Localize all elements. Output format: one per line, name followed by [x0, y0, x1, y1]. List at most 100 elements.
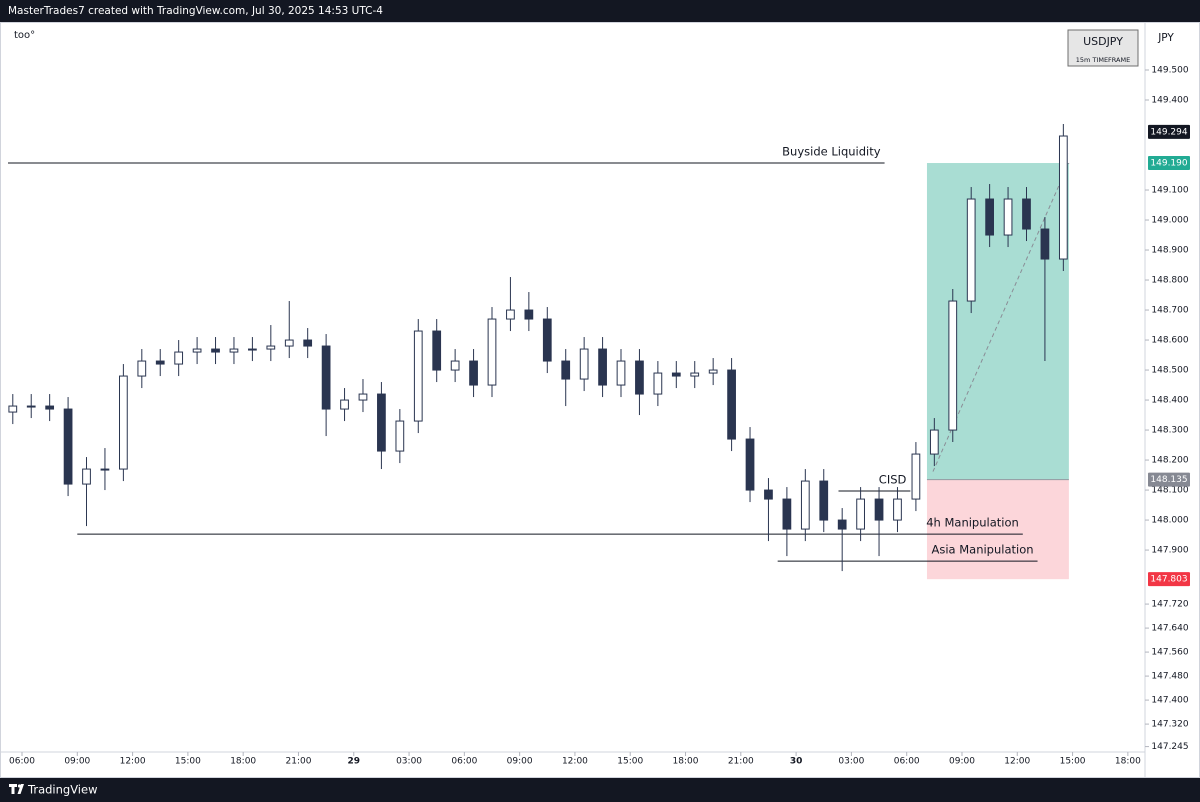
candle-body — [413, 330, 423, 422]
y-tick-label: 148.600 — [1151, 336, 1188, 346]
annotation-label: 4h Manipulation — [926, 516, 1019, 530]
y-tick-label: 147.640 — [1151, 624, 1188, 634]
candle-body — [137, 360, 147, 377]
plot-layer: 149.500 149.400 149.100 149.000 148.900 148.8… — [8, 66, 1190, 767]
candle-body — [100, 468, 110, 471]
x-tick-label: 30 — [790, 757, 803, 767]
stop-tag-bg — [1148, 572, 1190, 587]
candle-body — [8, 405, 18, 413]
x-tick-label: 15:00 — [1060, 757, 1086, 767]
candle-body — [248, 348, 257, 351]
annotation-label: Asia Manipulation — [931, 543, 1033, 557]
currency: JPY — [1157, 32, 1174, 44]
candle-body — [321, 345, 331, 410]
brand: TradingView — [27, 783, 97, 797]
x-tick-label: 12:00 — [562, 757, 588, 767]
y-tick-label: 148.700 — [1151, 306, 1188, 316]
candle-body — [284, 339, 294, 347]
y-tick-label: 148.200 — [1151, 456, 1188, 466]
x-tick-label: 03:00 — [396, 757, 422, 767]
candle-body — [155, 360, 165, 365]
candle-body — [432, 330, 442, 371]
entry-tag-bg — [1148, 472, 1190, 487]
candle-body — [542, 318, 552, 362]
stop-tag: 147.803 — [1150, 575, 1187, 585]
target-tag: 149.190 — [1150, 159, 1187, 169]
symbol-box — [1067, 29, 1139, 67]
candle-body — [893, 498, 902, 521]
candle-body — [469, 360, 478, 386]
header-bar — [0, 0, 1200, 22]
candle-body — [985, 198, 994, 236]
x-tick-label: 06:00 — [894, 757, 920, 767]
last-price-tag-bg — [1148, 124, 1190, 139]
x-tick-label: 12:00 — [1004, 757, 1030, 767]
x-tick-label: 09:00 — [64, 757, 90, 767]
entry-tag: 148.135 — [1150, 475, 1187, 485]
candle-body — [192, 348, 202, 353]
y-tick-label: 147.720 — [1151, 600, 1188, 610]
y-tick-label: 148.000 — [1151, 516, 1188, 526]
candle-body — [911, 453, 921, 500]
symbol: USDJPY — [1083, 35, 1123, 48]
x-tick-label: 15:00 — [617, 757, 643, 767]
y-tick-label: 149.500 — [1151, 66, 1188, 76]
last-price-tag: 149.294 — [1150, 127, 1187, 137]
candle-body — [727, 369, 736, 440]
candle-body — [671, 372, 681, 377]
candle-body — [487, 318, 497, 386]
x-tick-label: 15:00 — [175, 757, 201, 767]
y-tick-label: 147.320 — [1151, 720, 1188, 730]
x-tick-label: 09:00 — [949, 757, 975, 767]
candle-body — [450, 360, 460, 371]
brand-logo — [9, 784, 24, 794]
profit-zone — [926, 163, 1069, 480]
annotation-label: CISD — [879, 472, 907, 486]
y-tick-label: 148.800 — [1151, 276, 1188, 286]
y-tick-label: 148.100 — [1151, 486, 1188, 496]
candle-body — [63, 408, 73, 485]
y-tick-label: 147.560 — [1151, 648, 1188, 658]
candle-body — [1058, 135, 1068, 260]
candle-body — [340, 399, 349, 410]
candle-body — [506, 309, 515, 320]
y-tick-label: 147.245 — [1151, 742, 1188, 752]
candle-body — [1040, 228, 1050, 260]
x-tick-label: 29 — [347, 757, 360, 767]
y-tick-label: 147.400 — [1151, 696, 1188, 706]
candle-body — [745, 438, 755, 491]
x-tick-label: 12:00 — [120, 757, 146, 767]
x-tick-label: 21:00 — [286, 757, 312, 767]
candle-body — [800, 480, 810, 530]
x-tick-label: 18:00 — [230, 757, 256, 767]
candle-body — [616, 360, 626, 386]
candle-body — [358, 393, 368, 401]
candle-body — [524, 309, 534, 320]
loss-zone — [926, 479, 1069, 580]
candle-body — [690, 372, 700, 377]
x-tick-label: 09:00 — [507, 757, 533, 767]
candle-body — [303, 339, 313, 347]
candle-body — [1022, 198, 1031, 230]
candle-body — [874, 498, 884, 521]
candle-body — [653, 372, 663, 395]
y-tick-label: 147.480 — [1151, 672, 1188, 682]
candle-body — [819, 480, 829, 521]
y-tick-label: 147.900 — [1151, 546, 1188, 556]
candle-body — [837, 519, 847, 530]
x-tick-label: 18:00 — [1115, 757, 1141, 767]
timeframe: 15m TIMEFRAME — [1076, 56, 1130, 64]
candle-body — [782, 498, 792, 530]
candle-body — [856, 498, 865, 530]
candle-body — [211, 348, 220, 353]
x-tick-label: 03:00 — [838, 757, 864, 767]
footer-bar — [0, 778, 1200, 802]
candle-body — [45, 405, 55, 410]
candle-body — [579, 348, 589, 380]
chart-title: MasterTrades7 created with TradingView.c… — [8, 5, 383, 17]
x-tick-label: 21:00 — [728, 757, 754, 767]
x-tick-label: 18:00 — [673, 757, 699, 767]
candle-body — [561, 360, 571, 380]
y-tick-label: 148.400 — [1151, 396, 1188, 406]
